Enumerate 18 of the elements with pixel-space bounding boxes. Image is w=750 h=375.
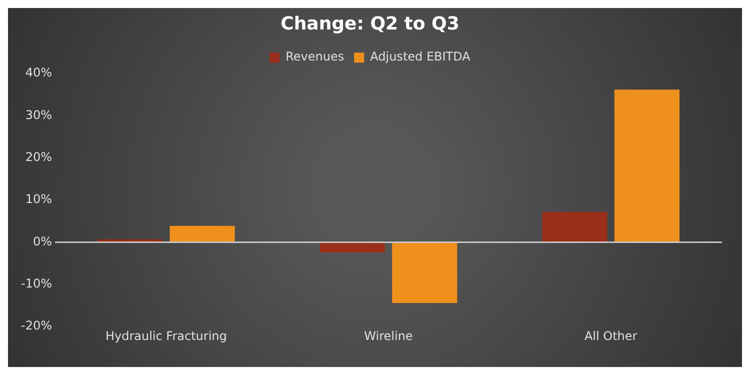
x-tick-label: Hydraulic Fracturing [105,328,227,343]
y-tick-label: -20% [20,318,52,333]
y-tick-label: 10% [25,192,52,206]
y-tick-label: 40% [25,66,52,80]
bar [320,242,385,252]
bar [542,212,608,242]
bar [392,242,458,303]
bar [614,90,680,242]
legend-label: Adjusted EBITDA [370,50,472,64]
y-tick-label: 30% [25,108,52,122]
y-tick-label: 0% [32,234,52,248]
x-tick-label: All Other [584,328,638,343]
y-tick-label: 20% [25,150,52,164]
x-tick-label: Wireline [364,328,413,343]
legend-label: Revenues [286,50,344,64]
bar [170,226,235,242]
y-tick-label: -10% [20,276,52,291]
chart-title: Change: Q2 to Q3 [280,13,460,34]
